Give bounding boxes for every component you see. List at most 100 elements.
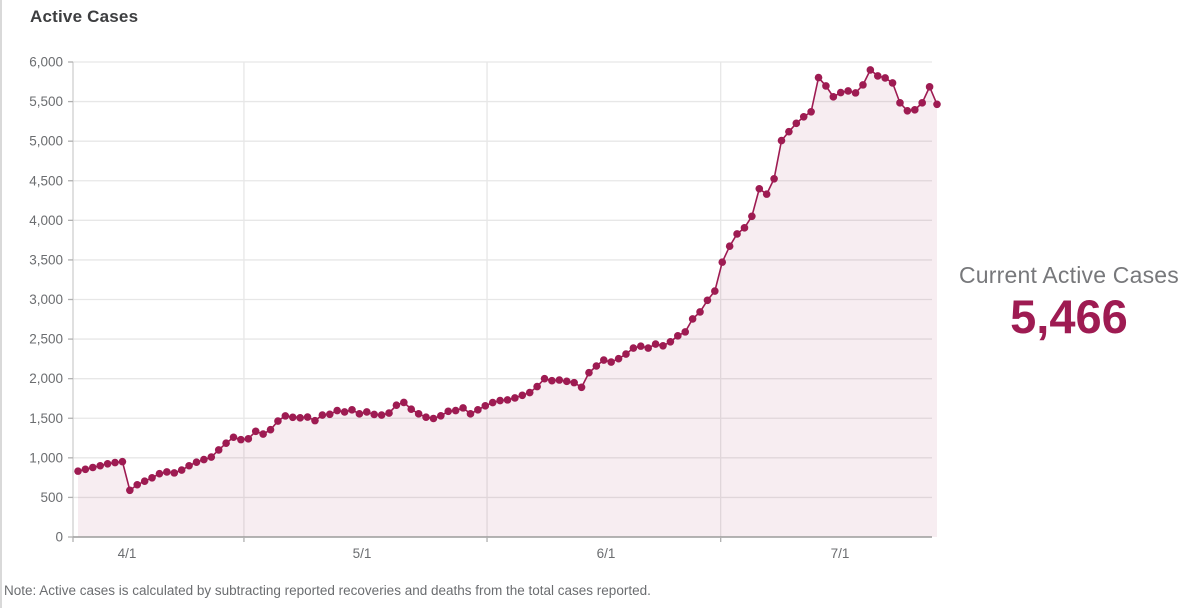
data-point[interactable] bbox=[644, 344, 652, 352]
data-point[interactable] bbox=[896, 99, 904, 107]
data-point[interactable] bbox=[733, 230, 741, 238]
data-point[interactable] bbox=[140, 477, 149, 485]
data-point[interactable] bbox=[377, 411, 386, 419]
data-point[interactable] bbox=[488, 398, 497, 407]
data-point[interactable] bbox=[910, 106, 919, 114]
data-point[interactable] bbox=[651, 340, 660, 348]
data-point[interactable] bbox=[555, 376, 564, 384]
data-point[interactable] bbox=[451, 406, 460, 415]
data-point[interactable] bbox=[133, 480, 142, 489]
data-point[interactable] bbox=[503, 396, 512, 404]
data-point[interactable] bbox=[859, 81, 867, 89]
data-point[interactable] bbox=[370, 410, 379, 419]
data-point[interactable] bbox=[540, 374, 549, 383]
data-point[interactable] bbox=[548, 376, 556, 385]
data-point[interactable] bbox=[148, 473, 156, 482]
data-point[interactable] bbox=[274, 417, 282, 425]
data-point[interactable] bbox=[577, 383, 586, 392]
data-point[interactable] bbox=[718, 258, 727, 266]
data-point[interactable] bbox=[163, 468, 171, 476]
data-point[interactable] bbox=[925, 83, 934, 91]
data-point[interactable] bbox=[81, 465, 90, 474]
data-point[interactable] bbox=[429, 414, 438, 423]
data-point[interactable] bbox=[288, 413, 297, 422]
data-point[interactable] bbox=[385, 409, 393, 417]
data-point[interactable] bbox=[400, 398, 408, 407]
data-point[interactable] bbox=[888, 79, 897, 87]
data-point[interactable] bbox=[933, 100, 941, 109]
data-point[interactable] bbox=[303, 413, 312, 421]
data-point[interactable] bbox=[207, 453, 216, 461]
data-point[interactable] bbox=[696, 308, 704, 316]
data-point[interactable] bbox=[762, 190, 771, 198]
data-point[interactable] bbox=[281, 412, 290, 420]
data-point[interactable] bbox=[844, 87, 852, 95]
data-point[interactable] bbox=[785, 127, 793, 136]
data-point[interactable] bbox=[918, 99, 926, 107]
data-point[interactable] bbox=[355, 410, 364, 418]
data-point[interactable] bbox=[170, 469, 179, 477]
data-point[interactable] bbox=[266, 425, 275, 434]
data-point[interactable] bbox=[414, 410, 423, 418]
data-point[interactable] bbox=[118, 457, 127, 466]
data-point[interactable] bbox=[851, 89, 860, 97]
data-point[interactable] bbox=[229, 433, 238, 442]
data-point[interactable] bbox=[822, 82, 830, 90]
data-point[interactable] bbox=[214, 446, 223, 454]
data-point[interactable] bbox=[459, 404, 467, 412]
data-point[interactable] bbox=[607, 358, 615, 366]
data-point[interactable] bbox=[340, 408, 349, 416]
data-point[interactable] bbox=[622, 350, 630, 358]
data-point[interactable] bbox=[614, 354, 623, 363]
data-point[interactable] bbox=[518, 391, 527, 400]
data-point[interactable] bbox=[725, 242, 734, 251]
data-point[interactable] bbox=[333, 406, 341, 415]
data-point[interactable] bbox=[525, 388, 534, 397]
data-point[interactable] bbox=[259, 430, 267, 438]
data-point[interactable] bbox=[688, 315, 697, 323]
data-point[interactable] bbox=[770, 174, 778, 183]
data-point[interactable] bbox=[407, 405, 416, 413]
data-point[interactable] bbox=[740, 224, 749, 232]
data-point[interactable] bbox=[74, 467, 82, 475]
data-point[interactable] bbox=[155, 469, 164, 478]
data-point[interactable] bbox=[799, 112, 808, 121]
data-point[interactable] bbox=[829, 93, 838, 101]
data-point[interactable] bbox=[192, 458, 201, 466]
data-point[interactable] bbox=[481, 402, 490, 410]
data-point[interactable] bbox=[185, 461, 193, 470]
data-point[interactable] bbox=[636, 342, 645, 350]
data-point[interactable] bbox=[422, 413, 430, 422]
data-point[interactable] bbox=[748, 212, 756, 221]
data-point[interactable] bbox=[296, 414, 304, 422]
data-point[interactable] bbox=[96, 461, 105, 470]
data-point[interactable] bbox=[111, 458, 119, 467]
data-point[interactable] bbox=[585, 368, 593, 377]
data-point[interactable] bbox=[792, 119, 801, 128]
data-point[interactable] bbox=[777, 136, 786, 145]
data-point[interactable] bbox=[533, 382, 541, 391]
data-point[interactable] bbox=[466, 410, 475, 418]
data-point[interactable] bbox=[392, 401, 401, 409]
data-point[interactable] bbox=[807, 108, 815, 116]
data-point[interactable] bbox=[348, 406, 356, 414]
data-point[interactable] bbox=[674, 332, 682, 340]
data-point[interactable] bbox=[89, 463, 97, 472]
data-point[interactable] bbox=[437, 412, 445, 420]
data-point[interactable] bbox=[311, 416, 319, 425]
data-point[interactable] bbox=[570, 378, 578, 387]
data-point[interactable] bbox=[814, 73, 823, 82]
data-point[interactable] bbox=[873, 72, 882, 80]
data-point[interactable] bbox=[836, 88, 845, 97]
data-point[interactable] bbox=[325, 410, 334, 419]
data-point[interactable] bbox=[711, 287, 719, 295]
data-point[interactable] bbox=[237, 435, 245, 444]
data-point[interactable] bbox=[599, 356, 608, 364]
data-point[interactable] bbox=[496, 396, 504, 405]
data-point[interactable] bbox=[866, 66, 875, 74]
data-point[interactable] bbox=[222, 439, 230, 447]
data-point[interactable] bbox=[126, 486, 134, 495]
data-point[interactable] bbox=[755, 184, 764, 193]
data-point[interactable] bbox=[881, 74, 889, 82]
data-point[interactable] bbox=[103, 459, 112, 468]
